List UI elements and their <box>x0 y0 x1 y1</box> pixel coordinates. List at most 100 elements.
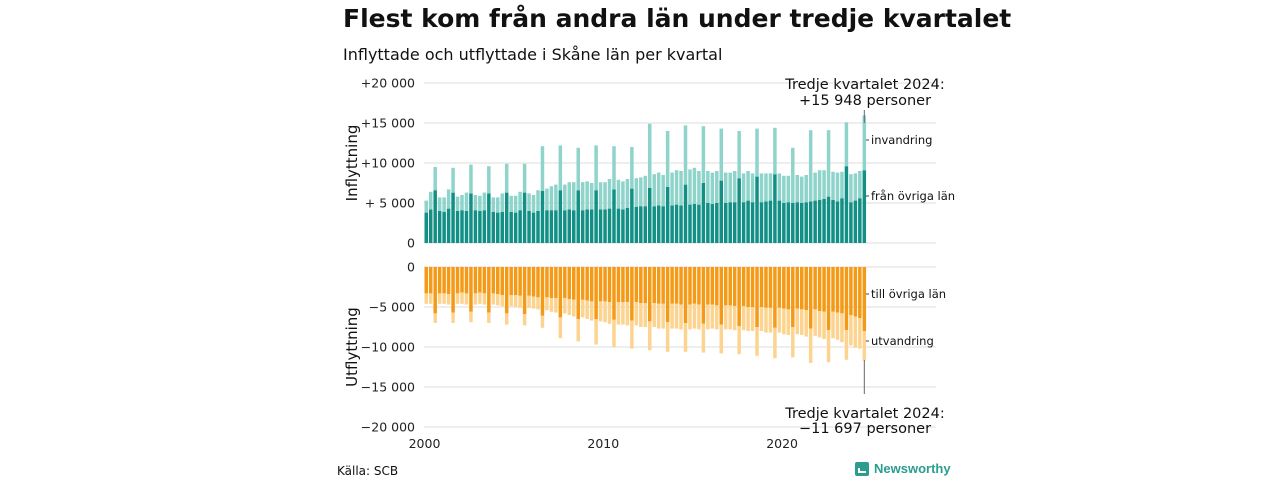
bar <box>764 201 768 243</box>
bar <box>826 330 831 363</box>
bar <box>567 209 572 243</box>
bar <box>496 267 500 295</box>
bar <box>692 267 697 304</box>
bar <box>732 306 737 331</box>
bar <box>527 193 531 211</box>
bar <box>616 267 621 303</box>
bar <box>473 195 478 211</box>
bar <box>428 209 433 243</box>
bar <box>831 171 835 200</box>
y-tick-label: −5 000 <box>369 300 415 315</box>
bar <box>706 203 710 243</box>
bar <box>652 303 656 327</box>
bar <box>683 184 688 243</box>
bar <box>563 184 567 211</box>
bar <box>826 196 831 243</box>
bar <box>737 326 741 355</box>
bar <box>509 295 513 307</box>
bar <box>558 190 563 243</box>
bar <box>786 267 791 310</box>
bar <box>849 315 853 346</box>
bar <box>719 128 724 181</box>
bar <box>768 267 773 308</box>
chart-title: Flest kom från andra län under tredje kv… <box>343 4 1012 33</box>
bar <box>594 190 598 243</box>
bar <box>518 295 522 308</box>
bar <box>500 193 504 212</box>
bar <box>576 147 580 191</box>
bar <box>616 208 621 243</box>
bar <box>545 267 549 298</box>
bar <box>451 167 455 193</box>
bar <box>594 267 598 319</box>
bar <box>424 267 428 294</box>
bar <box>858 171 862 199</box>
bar <box>719 267 724 325</box>
bar <box>442 197 446 212</box>
bar <box>674 267 679 304</box>
bar <box>679 267 683 305</box>
bar <box>826 267 831 331</box>
bar <box>822 170 826 199</box>
bar <box>656 267 661 304</box>
bar <box>513 212 518 243</box>
bar <box>589 209 594 243</box>
bar <box>665 267 670 323</box>
bar <box>723 305 728 330</box>
bar <box>759 267 764 307</box>
bar <box>755 176 759 243</box>
bar <box>464 211 469 243</box>
bar <box>572 210 576 243</box>
bar <box>589 183 594 210</box>
bar <box>576 190 580 243</box>
bar <box>826 130 831 197</box>
bar <box>455 196 460 211</box>
bar <box>513 295 518 307</box>
bar <box>822 311 826 339</box>
bar <box>777 200 782 243</box>
bar <box>621 209 625 243</box>
bar <box>786 309 791 335</box>
bar <box>643 175 648 207</box>
bar <box>478 195 482 211</box>
bar <box>433 313 437 323</box>
bar <box>755 327 759 356</box>
annotation-top-line: +15 948 personer <box>799 93 931 109</box>
bar <box>558 145 563 191</box>
bar <box>723 267 728 306</box>
bar <box>433 167 437 191</box>
bar <box>469 193 473 243</box>
x-tick-label: 2010 <box>587 436 619 451</box>
bar <box>817 267 822 311</box>
bar <box>844 330 849 360</box>
bar <box>737 267 741 327</box>
bar <box>692 203 697 243</box>
bar <box>580 210 585 243</box>
bar <box>648 267 652 322</box>
bar <box>728 305 732 330</box>
bar <box>446 267 451 295</box>
bar <box>607 267 612 303</box>
bar <box>549 298 554 312</box>
bar <box>527 211 531 243</box>
bar <box>585 300 589 319</box>
bar <box>603 209 607 243</box>
bar <box>786 202 791 243</box>
bar <box>491 267 496 294</box>
bar <box>487 193 491 243</box>
bar <box>688 267 692 305</box>
bar <box>804 175 808 203</box>
bar <box>777 267 782 308</box>
bar <box>728 172 732 203</box>
bar <box>728 267 732 306</box>
bar <box>473 210 478 243</box>
bar <box>661 267 665 304</box>
y-tick-label: −15 000 <box>361 380 415 395</box>
bar <box>835 312 840 340</box>
bar <box>844 122 849 167</box>
bar <box>692 167 697 204</box>
bar <box>701 323 706 353</box>
bar <box>639 206 643 243</box>
bar <box>478 211 482 243</box>
bar <box>804 202 808 243</box>
